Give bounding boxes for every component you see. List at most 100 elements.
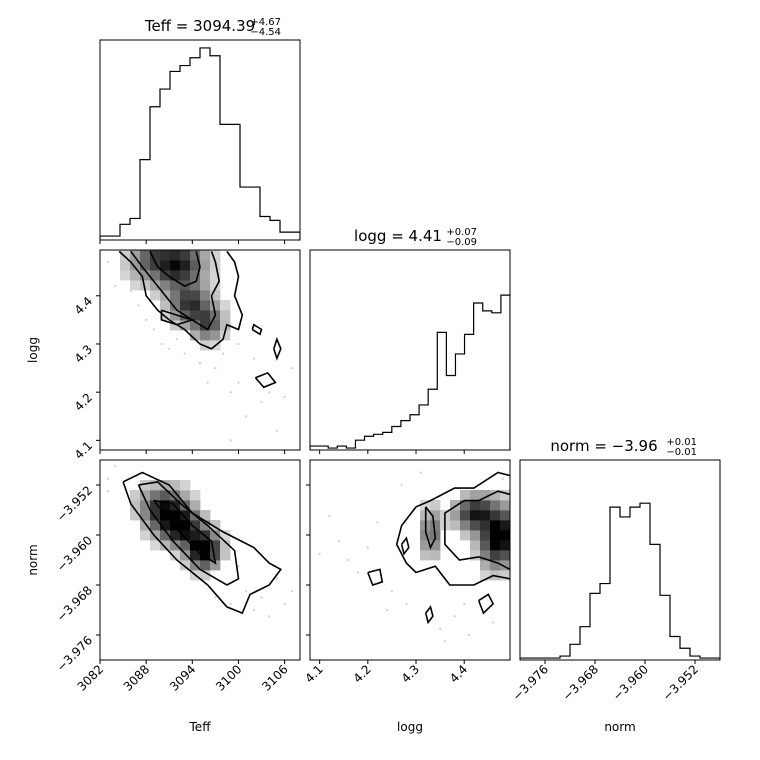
density-cell <box>420 540 431 551</box>
yticks-norm-c0: −3.976−3.968−3.960−3.952 <box>54 483 100 675</box>
scatter-point <box>106 477 109 480</box>
scatter-point <box>347 558 350 562</box>
density-cell <box>500 550 510 561</box>
xticks-teff-r2: 3082 3088 3094 3100 3106 <box>75 660 291 694</box>
density-cell <box>480 570 491 581</box>
density-cell <box>140 490 151 501</box>
tick-label: −3.968 <box>54 583 95 624</box>
density-cell <box>220 330 231 341</box>
scatter-point <box>357 571 360 574</box>
density-cell <box>190 260 201 271</box>
xticks-norm-r2: −3.976 −3.968 −3.960 −3.952 <box>510 660 701 704</box>
density-cell <box>200 520 211 531</box>
density-cell <box>210 260 221 271</box>
density-cell <box>420 500 431 511</box>
density-cell <box>160 520 171 531</box>
hist-frame-teff <box>99 39 301 241</box>
hist-panel-teff <box>99 39 301 241</box>
hist-frame-norm <box>519 459 721 661</box>
scatter-point <box>106 490 109 493</box>
scatter-point <box>175 338 179 341</box>
density-cell <box>490 530 501 541</box>
title-logg-plus: +0.07 <box>446 227 477 238</box>
density-cell <box>210 540 221 551</box>
density-cell <box>160 490 171 501</box>
scatter-point <box>268 615 271 618</box>
scatter-point <box>463 602 466 605</box>
density-cell <box>460 500 471 511</box>
density-cell <box>180 550 191 561</box>
scatter-point <box>328 515 331 518</box>
density-cell <box>190 540 201 551</box>
density-cell <box>500 500 510 511</box>
density-cell <box>200 300 211 311</box>
scatter-point <box>390 590 394 593</box>
xticks-logg-r1 <box>319 450 465 454</box>
density-cell <box>450 520 461 531</box>
density-cell <box>200 250 211 261</box>
density-cell <box>200 280 211 291</box>
density-cell <box>170 270 181 281</box>
density-cell <box>140 480 151 491</box>
tick-label: −3.968 <box>560 662 601 703</box>
density-cell <box>130 270 141 281</box>
tick-label: 3100 <box>213 662 244 693</box>
title-logg-main: logg = 4.41 <box>354 227 442 245</box>
density-cell <box>170 320 181 331</box>
density-cell <box>160 270 171 281</box>
scatter-point <box>366 546 369 549</box>
density-cell <box>150 260 161 271</box>
density-cell <box>180 490 191 501</box>
density-cell <box>200 330 211 341</box>
title-logg-minus: −0.09 <box>446 237 477 248</box>
density-cell <box>450 510 461 521</box>
density-cell <box>130 490 141 501</box>
hist-frame-logg <box>309 249 511 451</box>
scatter-point <box>145 318 148 321</box>
density-cell <box>170 490 181 501</box>
contour-line <box>400 536 410 556</box>
xlabel-teff: Teff <box>189 720 212 734</box>
contour-line <box>118 250 244 350</box>
xticks-teff-r0 <box>99 240 286 244</box>
density-cell <box>170 480 181 491</box>
contour-line <box>153 499 217 565</box>
density-cell <box>180 260 191 271</box>
density-cell <box>200 560 211 571</box>
contour-line <box>395 471 510 586</box>
tick-label: −3.976 <box>510 662 551 703</box>
tick-label: 3082 <box>75 662 106 693</box>
hist-panel-logg <box>309 249 511 451</box>
density-cell <box>150 280 161 291</box>
density-cell <box>420 550 431 561</box>
xticks-teff-r1 <box>99 450 286 454</box>
tick-label: 3094 <box>167 662 198 693</box>
density-cell <box>200 550 211 561</box>
density-cell <box>180 510 191 521</box>
scatter-point <box>229 439 232 442</box>
contour-line <box>160 309 195 326</box>
panel-teff-logg-frame <box>99 249 301 451</box>
density-cell <box>210 330 221 341</box>
title-logg: logg = 4.41 +0.07 −0.09 <box>354 227 477 248</box>
density-cell <box>450 500 461 511</box>
density-cell <box>220 540 231 551</box>
density-cell <box>170 250 181 261</box>
scatter-point <box>252 357 255 360</box>
density-cell <box>490 550 501 561</box>
density-cell <box>140 520 151 531</box>
density-cell <box>170 510 181 521</box>
density-cell <box>130 250 141 261</box>
scatter-point <box>160 342 163 346</box>
density-cell <box>150 500 161 511</box>
density-cell <box>190 490 201 501</box>
scatter-point <box>291 590 294 593</box>
contour-line <box>251 323 263 336</box>
density-cell <box>220 300 231 311</box>
scatter-point <box>237 342 240 346</box>
contour-line <box>137 481 240 586</box>
density-cell <box>170 300 181 311</box>
scatter-point <box>129 289 132 293</box>
contour-line <box>130 250 221 331</box>
scatter-point <box>229 391 232 394</box>
